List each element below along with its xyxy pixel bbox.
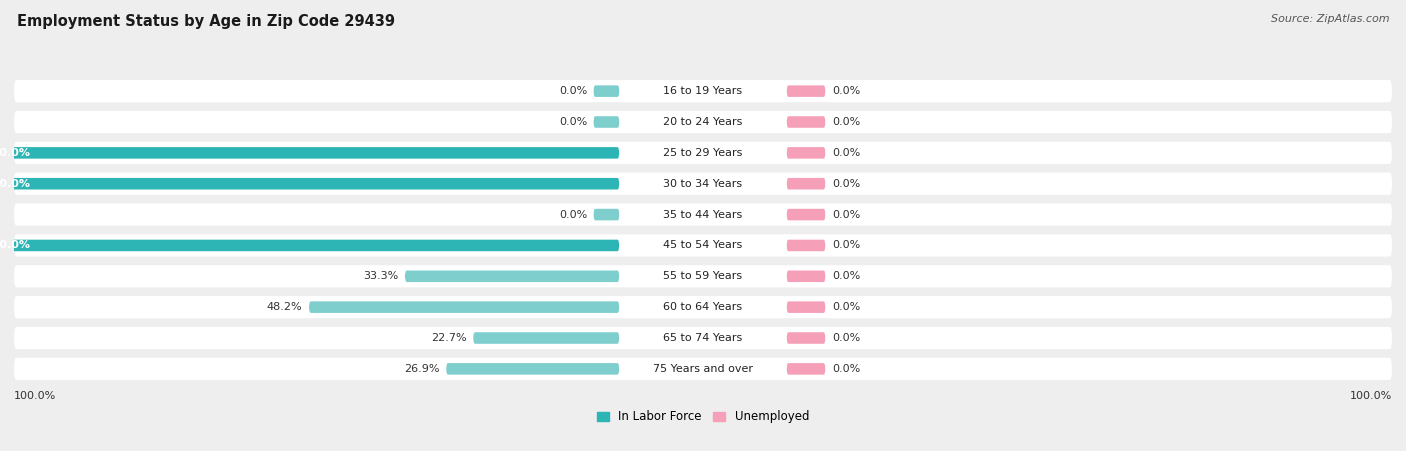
FancyBboxPatch shape bbox=[14, 296, 1392, 318]
FancyBboxPatch shape bbox=[14, 111, 1392, 133]
FancyBboxPatch shape bbox=[0, 239, 619, 251]
FancyBboxPatch shape bbox=[787, 209, 825, 221]
Text: Source: ZipAtlas.com: Source: ZipAtlas.com bbox=[1271, 14, 1389, 23]
FancyBboxPatch shape bbox=[14, 235, 1392, 257]
Text: 0.0%: 0.0% bbox=[832, 272, 860, 281]
FancyBboxPatch shape bbox=[0, 178, 619, 189]
Text: 75 Years and over: 75 Years and over bbox=[652, 364, 754, 374]
Text: Employment Status by Age in Zip Code 29439: Employment Status by Age in Zip Code 294… bbox=[17, 14, 395, 28]
FancyBboxPatch shape bbox=[787, 116, 825, 128]
Text: 100.0%: 100.0% bbox=[1350, 391, 1392, 401]
FancyBboxPatch shape bbox=[787, 332, 825, 344]
FancyBboxPatch shape bbox=[787, 301, 825, 313]
FancyBboxPatch shape bbox=[14, 80, 1392, 102]
FancyBboxPatch shape bbox=[446, 363, 619, 375]
Text: 100.0%: 100.0% bbox=[14, 391, 56, 401]
Text: 0.0%: 0.0% bbox=[832, 302, 860, 312]
Text: 0.0%: 0.0% bbox=[558, 210, 588, 220]
Text: 100.0%: 100.0% bbox=[0, 240, 31, 250]
FancyBboxPatch shape bbox=[787, 239, 825, 251]
Text: 20 to 24 Years: 20 to 24 Years bbox=[664, 117, 742, 127]
Text: 0.0%: 0.0% bbox=[832, 364, 860, 374]
Text: 30 to 34 Years: 30 to 34 Years bbox=[664, 179, 742, 189]
Text: 0.0%: 0.0% bbox=[558, 86, 588, 96]
FancyBboxPatch shape bbox=[593, 209, 619, 221]
FancyBboxPatch shape bbox=[309, 301, 619, 313]
FancyBboxPatch shape bbox=[593, 85, 619, 97]
Text: 48.2%: 48.2% bbox=[267, 302, 302, 312]
FancyBboxPatch shape bbox=[787, 147, 825, 159]
FancyBboxPatch shape bbox=[593, 116, 619, 128]
Text: 0.0%: 0.0% bbox=[832, 333, 860, 343]
FancyBboxPatch shape bbox=[405, 271, 619, 282]
FancyBboxPatch shape bbox=[14, 142, 1392, 164]
FancyBboxPatch shape bbox=[14, 173, 1392, 195]
Text: 45 to 54 Years: 45 to 54 Years bbox=[664, 240, 742, 250]
FancyBboxPatch shape bbox=[0, 147, 619, 159]
Text: 16 to 19 Years: 16 to 19 Years bbox=[664, 86, 742, 96]
FancyBboxPatch shape bbox=[14, 358, 1392, 380]
Text: 100.0%: 100.0% bbox=[0, 179, 31, 189]
FancyBboxPatch shape bbox=[787, 271, 825, 282]
Text: 0.0%: 0.0% bbox=[558, 117, 588, 127]
Text: 0.0%: 0.0% bbox=[832, 240, 860, 250]
Text: 33.3%: 33.3% bbox=[363, 272, 398, 281]
Text: 55 to 59 Years: 55 to 59 Years bbox=[664, 272, 742, 281]
FancyBboxPatch shape bbox=[14, 203, 1392, 226]
FancyBboxPatch shape bbox=[14, 265, 1392, 287]
Text: 0.0%: 0.0% bbox=[832, 148, 860, 158]
FancyBboxPatch shape bbox=[474, 332, 619, 344]
FancyBboxPatch shape bbox=[787, 178, 825, 189]
Text: 25 to 29 Years: 25 to 29 Years bbox=[664, 148, 742, 158]
Text: 0.0%: 0.0% bbox=[832, 210, 860, 220]
Text: 0.0%: 0.0% bbox=[832, 179, 860, 189]
FancyBboxPatch shape bbox=[14, 327, 1392, 349]
Text: 60 to 64 Years: 60 to 64 Years bbox=[664, 302, 742, 312]
Text: 22.7%: 22.7% bbox=[432, 333, 467, 343]
Text: 100.0%: 100.0% bbox=[0, 148, 31, 158]
Text: 35 to 44 Years: 35 to 44 Years bbox=[664, 210, 742, 220]
Text: 0.0%: 0.0% bbox=[832, 117, 860, 127]
FancyBboxPatch shape bbox=[787, 85, 825, 97]
FancyBboxPatch shape bbox=[787, 363, 825, 375]
Text: 26.9%: 26.9% bbox=[404, 364, 440, 374]
Legend: In Labor Force, Unemployed: In Labor Force, Unemployed bbox=[592, 406, 814, 428]
Text: 0.0%: 0.0% bbox=[832, 86, 860, 96]
Text: 65 to 74 Years: 65 to 74 Years bbox=[664, 333, 742, 343]
